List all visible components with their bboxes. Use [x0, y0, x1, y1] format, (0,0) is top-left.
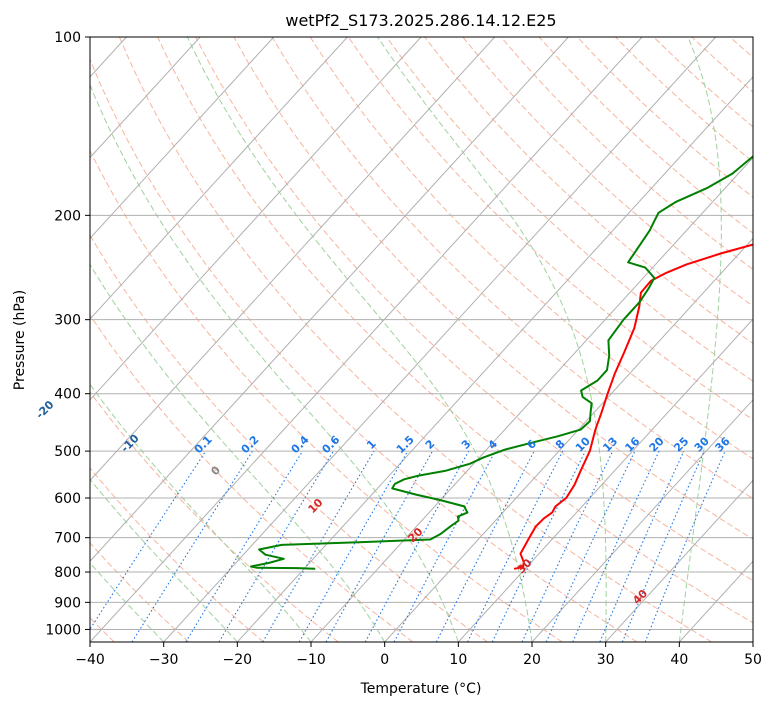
mixing-ratio-line	[131, 450, 254, 642]
dry-adiabat	[347, 37, 753, 421]
isotherm-line	[90, 37, 422, 401]
isotherm-line	[90, 37, 643, 642]
y-tick-label: 700	[54, 531, 81, 547]
y-axis-ticks: 100 200 300 400 500 600 700 800 900 1000	[45, 30, 90, 638]
dry-adiabat	[90, 234, 488, 642]
x-tick-label: 50	[744, 652, 762, 668]
profile-series	[250, 155, 753, 570]
mixing-ratio-line	[90, 450, 207, 631]
moist-adiabat	[90, 263, 386, 642]
dry-adiabat	[271, 37, 753, 500]
dry-adiabat	[90, 149, 563, 642]
isotherm-line	[90, 37, 275, 240]
isotherm-line	[384, 237, 753, 642]
plot-frame	[89, 36, 754, 643]
dry-adiabat	[157, 37, 753, 624]
dry-adiabat	[90, 467, 264, 642]
dry-adiabats	[90, 37, 753, 642]
x-tick-label: −30	[149, 652, 179, 668]
isotherm-line	[457, 318, 753, 642]
y-tick-label: 300	[54, 313, 81, 329]
isotherm-line	[90, 37, 569, 563]
x-tick-label: −40	[75, 652, 105, 668]
y-tick-label: 400	[54, 387, 81, 403]
mixing-ratio-line	[185, 450, 304, 642]
isotherm-line	[163, 37, 717, 642]
x-tick-label: 20	[523, 652, 541, 668]
x-tick-label: 0	[380, 652, 389, 668]
y-tick-label: 100	[54, 30, 81, 46]
mixing-ratio-lines	[90, 450, 726, 642]
mixing-ratio-line	[467, 450, 564, 642]
x-tick-label: −10	[296, 652, 326, 668]
x-tick-label: −20	[223, 652, 253, 668]
dry-adiabat	[462, 37, 753, 307]
y-tick-label: 900	[54, 595, 81, 611]
mixing-ratio-line	[621, 450, 705, 642]
moist-adiabat	[90, 562, 165, 642]
isotherm-line	[605, 479, 753, 642]
y-tick-label: 200	[54, 208, 81, 224]
mixing-ratio-line	[599, 450, 685, 642]
isotherm-line	[236, 76, 753, 642]
plot-area	[90, 37, 753, 642]
mixing-ratio-line	[325, 450, 433, 642]
moist-adiabat	[90, 478, 238, 642]
isotherm-line	[90, 37, 201, 159]
x-tick-label: 40	[670, 652, 688, 668]
x-tick-label: 30	[597, 652, 615, 668]
y-axis-label: Pressure (hPa)	[12, 290, 28, 390]
x-axis-ticks: −40 −30 −20 −10 0 10 20 30 40 50	[75, 642, 762, 668]
mixing-ratio-line	[364, 450, 470, 642]
x-axis-label: Temperature (°C)	[360, 681, 482, 697]
profile-line	[250, 155, 753, 570]
dry-adiabat	[195, 37, 753, 582]
dry-adiabat	[90, 58, 638, 642]
isotherm-line	[90, 37, 496, 482]
dry-adiabat	[386, 37, 753, 382]
moist-adiabat	[90, 83, 459, 642]
y-tick-label: 600	[54, 491, 81, 507]
isotherm-line	[531, 399, 753, 642]
y-tick-label: 800	[54, 565, 81, 581]
moist-adiabat	[377, 37, 607, 642]
moist-adiabat	[678, 37, 722, 642]
y-tick-label: 500	[54, 444, 81, 460]
y-tick-label: 1000	[45, 622, 81, 638]
chart-title: wetPf2_S173.2025.286.14.12.E25	[285, 11, 556, 31]
mixing-ratio-line	[393, 450, 496, 642]
mixing-ratio-line	[572, 450, 660, 642]
mixing-ratio-line	[644, 450, 726, 642]
x-tick-label: 10	[449, 652, 467, 668]
isotherm-line	[90, 37, 348, 320]
